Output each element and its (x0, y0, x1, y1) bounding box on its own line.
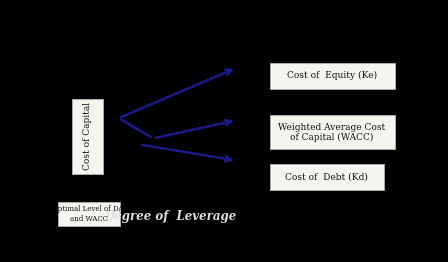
Text: Degree of  Leverage: Degree of Leverage (104, 210, 237, 223)
Text: Optimal Level of D/E
and WACC: Optimal Level of D/E and WACC (52, 205, 126, 223)
Text: Cost of  Equity (Ke): Cost of Equity (Ke) (287, 71, 377, 80)
Text: Cost of  Debt (Kd): Cost of Debt (Kd) (285, 172, 368, 181)
FancyBboxPatch shape (270, 115, 395, 149)
Text: Cost of Capital: Cost of Capital (83, 102, 92, 170)
Text: Weighted Average Cost
of Capital (WACC): Weighted Average Cost of Capital (WACC) (278, 123, 386, 142)
FancyBboxPatch shape (270, 163, 384, 190)
FancyBboxPatch shape (72, 99, 103, 174)
FancyBboxPatch shape (270, 63, 395, 89)
FancyBboxPatch shape (58, 202, 120, 226)
